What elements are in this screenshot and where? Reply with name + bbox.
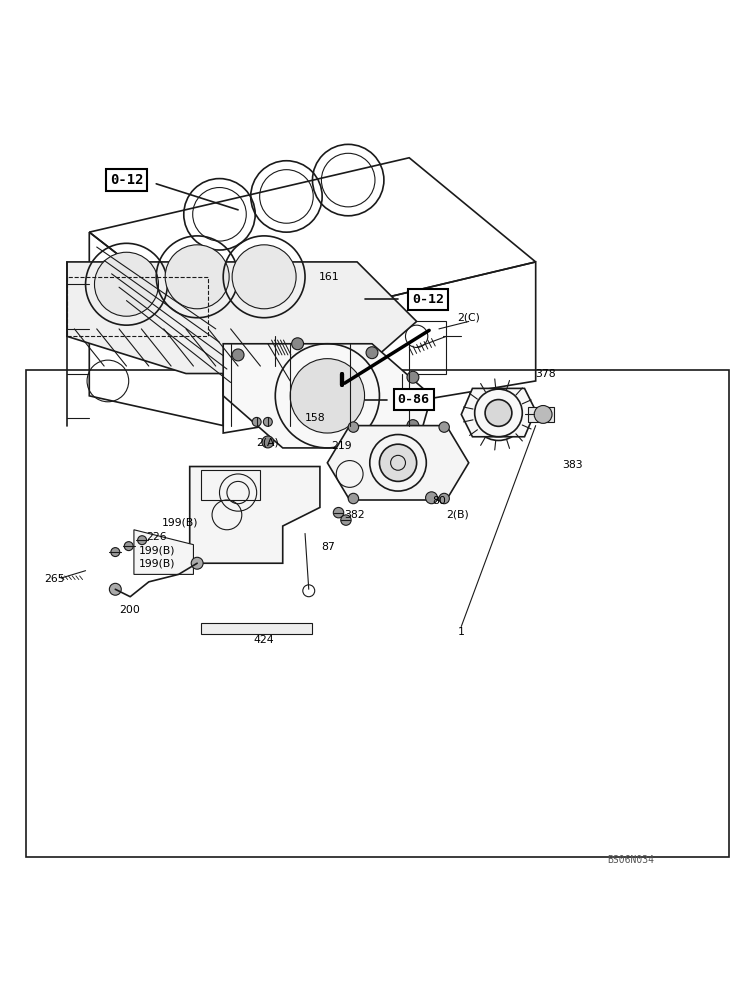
Circle shape (124, 542, 133, 551)
Polygon shape (201, 623, 312, 634)
Text: 161: 161 (318, 272, 339, 282)
Circle shape (534, 406, 552, 423)
Polygon shape (528, 407, 554, 422)
Circle shape (138, 536, 147, 545)
Circle shape (407, 371, 419, 383)
Text: 0-12: 0-12 (109, 173, 144, 187)
Circle shape (366, 347, 378, 359)
Circle shape (348, 493, 359, 504)
Polygon shape (327, 426, 469, 500)
Text: BS06N034: BS06N034 (608, 855, 655, 865)
Circle shape (232, 349, 244, 361)
Circle shape (485, 400, 512, 426)
Circle shape (290, 359, 365, 433)
Text: 219: 219 (331, 441, 352, 451)
Bar (201, 470, 260, 500)
Text: 199(B): 199(B) (162, 517, 199, 527)
Circle shape (262, 436, 274, 448)
Polygon shape (134, 530, 193, 574)
Polygon shape (67, 262, 417, 374)
Circle shape (379, 444, 417, 481)
Text: 265: 265 (45, 574, 65, 584)
Text: 2(A): 2(A) (257, 438, 280, 448)
Circle shape (439, 493, 449, 504)
Circle shape (341, 515, 351, 525)
Polygon shape (190, 467, 320, 563)
Circle shape (111, 548, 120, 557)
Bar (26, 370, 729, 857)
Circle shape (439, 422, 449, 432)
Circle shape (165, 245, 229, 309)
Bar (67, 277, 208, 336)
Polygon shape (461, 388, 536, 437)
Circle shape (426, 492, 437, 504)
Text: 378: 378 (536, 369, 557, 379)
Circle shape (407, 420, 419, 432)
Circle shape (109, 583, 121, 595)
Circle shape (263, 417, 272, 426)
Text: 424: 424 (253, 635, 274, 645)
Text: 1: 1 (458, 627, 464, 637)
Circle shape (292, 338, 304, 350)
Text: 0-12: 0-12 (411, 293, 444, 306)
Text: 383: 383 (562, 460, 583, 470)
Text: 87: 87 (321, 542, 335, 552)
Text: 80: 80 (432, 496, 446, 506)
Text: 158: 158 (305, 413, 326, 423)
Text: 2(C): 2(C) (458, 313, 481, 323)
Polygon shape (223, 344, 432, 448)
Text: 199(B): 199(B) (138, 546, 175, 556)
Text: 199(B): 199(B) (138, 559, 175, 569)
Circle shape (232, 245, 296, 309)
Circle shape (252, 417, 261, 426)
Text: 2(B): 2(B) (446, 510, 469, 520)
Text: 200: 200 (119, 605, 140, 615)
Circle shape (484, 400, 513, 429)
Circle shape (94, 252, 158, 316)
Text: 226: 226 (146, 532, 167, 542)
Text: 382: 382 (344, 510, 365, 520)
Circle shape (191, 557, 203, 569)
Circle shape (333, 507, 344, 518)
Bar (379, 321, 446, 374)
Text: 0-86: 0-86 (397, 393, 430, 406)
Circle shape (348, 422, 359, 432)
